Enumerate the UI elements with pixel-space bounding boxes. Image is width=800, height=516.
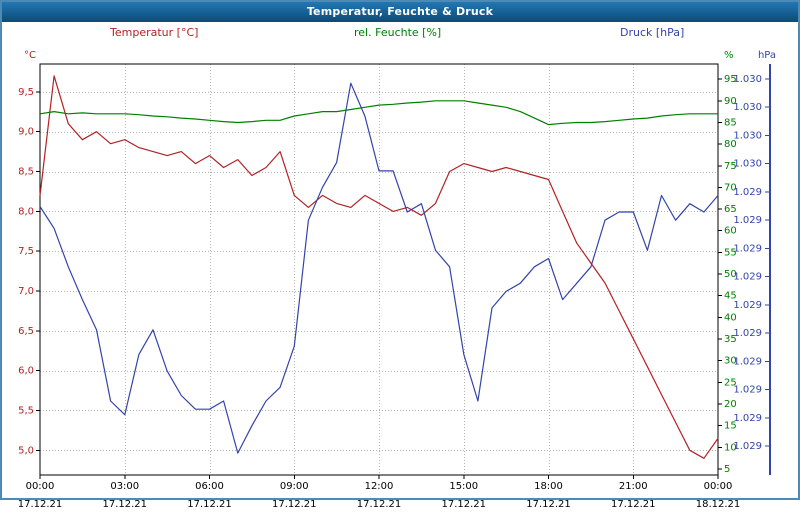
svg-text:5: 5 [724, 464, 730, 475]
svg-text:17.12.21: 17.12.21 [526, 499, 571, 510]
svg-text:03:00: 03:00 [110, 481, 139, 492]
svg-text:1.030: 1.030 [733, 74, 762, 85]
svg-text:55: 55 [724, 247, 737, 258]
svg-text:1.030: 1.030 [733, 102, 762, 113]
svg-text:17.12.21: 17.12.21 [272, 499, 317, 510]
svg-text:80: 80 [724, 139, 737, 150]
svg-text:1.029: 1.029 [733, 356, 762, 367]
svg-text:17.12.21: 17.12.21 [611, 499, 656, 510]
pres-series-line [39, 82, 719, 454]
svg-text:95: 95 [724, 74, 737, 85]
svg-text:40: 40 [724, 312, 737, 323]
temp-series-line [39, 75, 719, 459]
pressure-axis: 1.030 1.030 1.030 1.030 1.029 1.029 1.029 1.029… [733, 50, 776, 475]
svg-text:7,5: 7,5 [18, 246, 34, 257]
pres-unit-label: hPa [758, 50, 776, 61]
temperature-axis: 9,5 9,0 8,5 8,0 7,5 7,0 6,5 6,0 5,5 5,0 °C [18, 50, 40, 456]
grid-lines [40, 64, 718, 475]
svg-text:35: 35 [724, 334, 737, 345]
svg-text:5,5: 5,5 [18, 405, 34, 416]
svg-text:6,5: 6,5 [18, 326, 34, 337]
window-title: Temperatur, Feuchte & Druck [306, 5, 494, 18]
svg-text:7,0: 7,0 [18, 286, 34, 297]
svg-text:1.029: 1.029 [733, 385, 762, 396]
svg-text:1.029: 1.029 [733, 215, 762, 226]
svg-text:9,5: 9,5 [18, 87, 34, 98]
svg-text:8,0: 8,0 [18, 206, 34, 217]
humidity-axis: 95 90 85 80 75 70 65 60 55 50 45 40 35 30 25 20 15 10 5% [718, 50, 737, 475]
svg-text:1.029: 1.029 [733, 300, 762, 311]
svg-text:9,0: 9,0 [18, 127, 34, 138]
svg-text:1.030: 1.030 [733, 159, 762, 170]
svg-text:75: 75 [724, 161, 737, 172]
svg-text:5,0: 5,0 [18, 445, 34, 456]
svg-text:17.12.21: 17.12.21 [441, 499, 486, 510]
svg-text:60: 60 [724, 226, 737, 237]
svg-text:00:00: 00:00 [704, 481, 733, 492]
svg-text:1.029: 1.029 [733, 243, 762, 254]
svg-text:6,0: 6,0 [18, 366, 34, 377]
svg-text:1.029: 1.029 [733, 328, 762, 339]
svg-text:00:00: 00:00 [26, 481, 55, 492]
temperature-legend-label: Temperatur [°C] [110, 26, 199, 39]
svg-text:17.12.21: 17.12.21 [18, 499, 63, 510]
svg-text:45: 45 [724, 291, 737, 302]
hum-unit-label: % [724, 50, 734, 61]
svg-text:1.029: 1.029 [733, 413, 762, 424]
plot-frame [39, 63, 719, 476]
svg-text:8,5: 8,5 [18, 167, 34, 178]
svg-text:20: 20 [724, 399, 737, 410]
svg-text:15: 15 [724, 421, 737, 432]
svg-text:1.029: 1.029 [733, 187, 762, 198]
svg-text:85: 85 [724, 117, 737, 128]
svg-text:1.029: 1.029 [733, 441, 762, 452]
svg-text:15:00: 15:00 [449, 481, 478, 492]
svg-text:30: 30 [724, 356, 737, 367]
svg-text:1.030: 1.030 [733, 130, 762, 141]
svg-text:12:00: 12:00 [365, 481, 394, 492]
svg-text:25: 25 [724, 377, 737, 388]
time-axis: 00:00 17.12.21 03:00 17.12.21 06:00 17.12.21 0… [18, 475, 741, 510]
svg-text:50: 50 [724, 269, 737, 280]
chart-area: Temperatur [°C] rel. Feuchte [%] Druck [… [2, 22, 798, 510]
svg-text:17.12.21: 17.12.21 [102, 499, 147, 510]
svg-text:21:00: 21:00 [619, 481, 648, 492]
svg-text:90: 90 [724, 96, 737, 107]
hum-series-line [39, 100, 718, 126]
svg-text:10: 10 [724, 442, 737, 453]
svg-text:17.12.21: 17.12.21 [187, 499, 232, 510]
svg-text:06:00: 06:00 [195, 481, 224, 492]
svg-text:18.12.21: 18.12.21 [696, 499, 741, 510]
humidity-legend-label: rel. Feuchte [%] [354, 26, 442, 39]
svg-text:70: 70 [724, 182, 737, 193]
title-bar[interactable]: Temperatur, Feuchte & Druck [2, 2, 798, 22]
svg-text:1.029: 1.029 [733, 272, 762, 283]
svg-text:65: 65 [724, 204, 737, 215]
svg-text:18:00: 18:00 [534, 481, 563, 492]
pressure-legend-label: Druck [hPa] [620, 26, 685, 39]
temp-unit-label: °C [24, 50, 36, 61]
svg-text:17.12.21: 17.12.21 [357, 499, 402, 510]
svg-text:09:00: 09:00 [280, 481, 309, 492]
chart-svg: 9,5 9,0 8,5 8,0 7,5 7,0 6,5 6,0 5,5 5,0 °C 95 90 85 80… [18, 50, 776, 510]
